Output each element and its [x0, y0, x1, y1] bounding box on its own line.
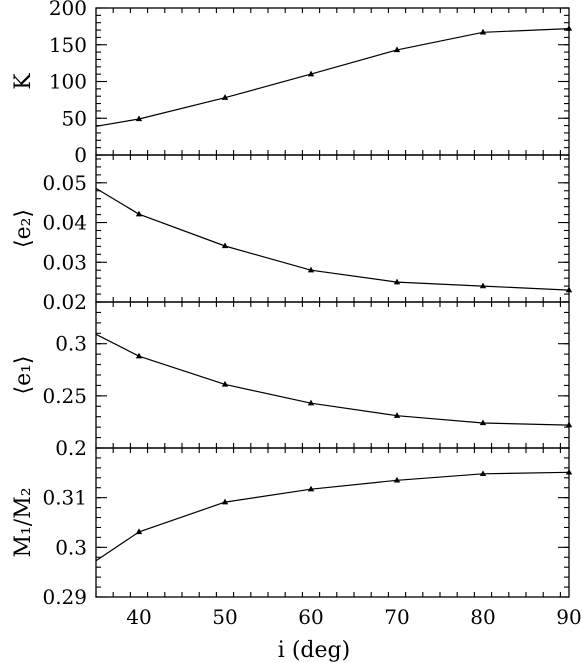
panel-e1: 0.2 0.25 0.3 ⟨e₁⟩ — [11, 301, 573, 460]
data-point — [307, 399, 315, 406]
data-point — [135, 352, 143, 359]
panel-frame — [95, 447, 570, 598]
data-point — [565, 468, 573, 475]
x-axis-label: i (deg) — [278, 638, 350, 663]
data-point — [135, 210, 143, 217]
data-point — [221, 94, 229, 100]
data-point — [393, 412, 401, 418]
x-tick-label: 90 — [556, 605, 581, 629]
y-tick-label: 0.04 — [42, 211, 87, 235]
y-axis-label: K — [11, 73, 36, 90]
y-tick-label: 0 — [74, 143, 87, 167]
data-point — [135, 115, 143, 122]
data-point — [393, 476, 401, 483]
series-line — [95, 187, 570, 291]
panel-frame — [95, 301, 570, 449]
x-tick-label: 50 — [212, 605, 237, 629]
y-tick-label: 50 — [62, 106, 87, 130]
data-point — [565, 25, 573, 31]
data-point — [307, 70, 315, 77]
x-tick-label: 80 — [470, 605, 495, 629]
data-point — [307, 485, 315, 492]
data-point — [221, 498, 229, 505]
y-tick-label: 0.3 — [55, 535, 87, 559]
x-tick-label: 70 — [384, 605, 409, 629]
y-tick-label: 0.31 — [42, 486, 87, 510]
data-point — [565, 286, 573, 293]
data-point — [135, 528, 143, 535]
data-point — [393, 46, 401, 53]
x-tick-label: 40 — [126, 605, 151, 629]
panel-frame — [95, 154, 570, 303]
y-tick-label: 100 — [49, 70, 87, 94]
y-tick-label: 0.03 — [42, 250, 87, 274]
y-tick-label: 150 — [49, 33, 87, 57]
data-point — [221, 380, 229, 387]
series-line — [95, 471, 570, 562]
y-tick-label: 0.02 — [42, 290, 87, 314]
panel-e2: 0.02 0.03 0.04 0.05⟨e₂⟩ — [11, 154, 573, 314]
y-tick-label: 0.29 — [42, 585, 87, 609]
data-point — [565, 421, 573, 428]
y-tick-label: 0.25 — [42, 384, 87, 408]
data-point — [479, 470, 487, 477]
y-axis-label: M₁/M₂ — [11, 487, 36, 557]
series-line — [95, 333, 570, 426]
data-point — [479, 28, 487, 35]
y-axis-label: ⟨e₁⟩ — [11, 355, 36, 394]
chart-panels: 0 50 100 150 200 K 0.02 0.03 0.04 0.05⟨e₂⟩ 0.2 0.25… — [11, 0, 573, 609]
x-tick-label: 60 — [298, 605, 323, 629]
y-tick-label: 0.2 — [55, 436, 87, 460]
y-tick-label: 0.05 — [42, 171, 87, 195]
y-tick-label: 200 — [49, 0, 87, 20]
data-point — [221, 242, 229, 249]
data-point — [479, 419, 487, 426]
panel-frame — [95, 7, 570, 156]
y-tick-label: 0.3 — [55, 332, 87, 356]
x-axis: 40 50 60 70 80 90 — [126, 605, 581, 629]
data-point — [307, 266, 315, 273]
data-point — [393, 278, 401, 285]
y-axis-label: ⟨e₂⟩ — [11, 209, 36, 248]
panel-K: 0 50 100 150 200 K — [11, 0, 573, 167]
data-point — [479, 282, 487, 289]
series-line — [95, 28, 570, 127]
